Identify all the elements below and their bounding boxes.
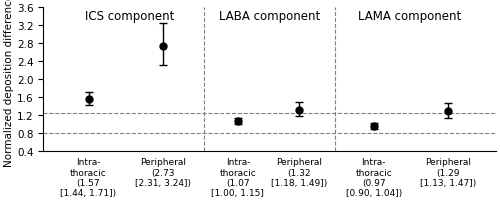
Text: LABA component: LABA component	[219, 10, 320, 23]
Text: Intra-
thoracic
(1.07
[1.00, 1.15]: Intra- thoracic (1.07 [1.00, 1.15]	[212, 157, 264, 197]
Text: Peripheral
(1.32
[1.18, 1.49]): Peripheral (1.32 [1.18, 1.49])	[271, 157, 327, 187]
Text: ICS component: ICS component	[84, 10, 174, 23]
Y-axis label: Normalized deposition difference: Normalized deposition difference	[4, 0, 14, 166]
Text: Peripheral
(2.73
[2.31, 3.24]): Peripheral (2.73 [2.31, 3.24])	[135, 157, 191, 187]
Text: Peripheral
(1.29
[1.13, 1.47]): Peripheral (1.29 [1.13, 1.47])	[420, 157, 476, 187]
Text: Intra-
thoracic
(0.97
[0.90, 1.04]): Intra- thoracic (0.97 [0.90, 1.04])	[346, 157, 402, 197]
Text: Intra-
thoracic
(1.57
[1.44, 1.71]): Intra- thoracic (1.57 [1.44, 1.71])	[60, 157, 116, 197]
Text: LAMA component: LAMA component	[358, 10, 462, 23]
